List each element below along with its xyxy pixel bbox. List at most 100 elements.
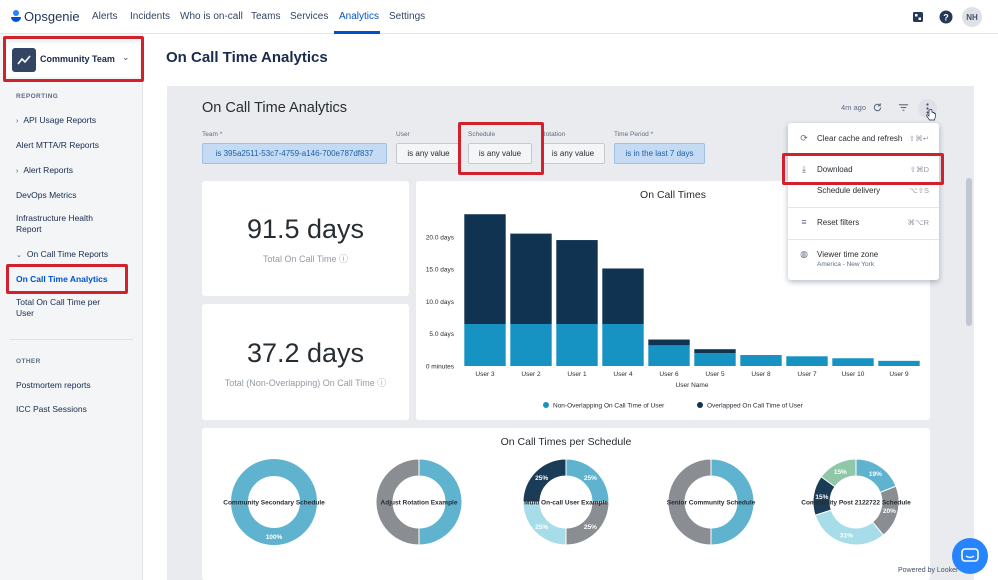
chevron-right-icon: ›	[16, 118, 19, 125]
opsgenie-logo[interactable]: Opsgenie	[11, 9, 80, 24]
nav-analytics[interactable]: Analytics	[339, 11, 380, 22]
help-icon[interactable]: ?	[938, 9, 954, 25]
filter-time-period[interactable]: is in the last 7 days	[614, 143, 705, 164]
filter-rotation[interactable]: is any value	[541, 143, 605, 164]
bar-segment[interactable]	[464, 214, 506, 325]
donut-chart-title: On Call Times per Schedule	[500, 436, 632, 448]
x-axis-label: User Name	[676, 382, 709, 389]
donut-name: Community Secondary Schedule	[223, 500, 325, 507]
team-switcher[interactable]: Community Team ⌄	[6, 43, 140, 77]
sidebar-item-alert-reports[interactable]: › Alert Reports	[16, 165, 73, 175]
bar-segment[interactable]	[602, 324, 644, 366]
sidebar-item-on-call-time-analytics[interactable]: On Call Time Analytics	[16, 274, 108, 284]
bar-segment[interactable]	[510, 233, 552, 325]
bar-segment[interactable]	[648, 345, 690, 366]
menu-separator	[788, 207, 939, 208]
donut-slice[interactable]	[522, 458, 567, 503]
bar-segment[interactable]	[556, 240, 598, 325]
info-icon[interactable]: ⓘ	[339, 254, 349, 264]
globe-icon: ◍	[800, 249, 808, 259]
donut-slice[interactable]	[375, 458, 420, 546]
non-overlap-value: 37.2 days	[246, 338, 365, 368]
legend-label: Overlapped On Call Time of User	[707, 403, 804, 410]
donut-name: Multi On-call User Example	[524, 500, 608, 507]
nav-alerts[interactable]: Alerts	[92, 11, 118, 22]
filter-schedule[interactable]: is any value	[468, 143, 532, 164]
schedules-chart-card: On Call Times per Schedule 100% Community…	[202, 428, 930, 580]
donut-name: Adjust Rotation Example	[381, 500, 458, 507]
page-title: On Call Time Analytics	[166, 49, 328, 66]
menu-separator	[788, 155, 939, 156]
team-name: Community Team	[40, 54, 115, 64]
sidebar-item-infrastructure-health[interactable]: Infrastructure Health Report	[16, 213, 94, 234]
slice-label: 25%	[584, 475, 597, 482]
scrollbar[interactable]	[966, 178, 972, 326]
sidebar-item-postmortem[interactable]: Postmortem reports	[16, 380, 91, 390]
x-tick-label: User 2	[521, 371, 541, 378]
nav-settings[interactable]: Settings	[389, 11, 426, 22]
donut-slice[interactable]	[820, 458, 857, 488]
menu-separator	[788, 239, 939, 240]
donut-slice[interactable]	[710, 458, 755, 546]
slice-label: 31%	[840, 533, 853, 540]
other-section-title: OTHER	[16, 358, 41, 365]
bar-segment[interactable]	[878, 360, 920, 366]
menu-download[interactable]: ⤓ Download ⇧⌘D	[788, 159, 939, 181]
x-tick-label: User 8	[751, 371, 771, 378]
nav-incidents[interactable]: Incidents	[130, 11, 171, 22]
bar-segment[interactable]	[648, 339, 690, 346]
total-on-call-card: 91.5 days Total On Call Time ⓘ	[202, 181, 409, 296]
apps-icon[interactable]	[910, 9, 926, 25]
bar-segment[interactable]	[556, 324, 598, 366]
total-on-call-label: Total On Call Time ⓘ	[262, 254, 349, 264]
y-tick-label: 5.0 days	[429, 331, 454, 338]
filter-team[interactable]: is 395a2511-53c7-4759-a146-700e787df837	[202, 143, 387, 164]
chat-button[interactable]	[952, 538, 988, 574]
bar-segment[interactable]	[786, 356, 828, 366]
logo-text: Opsgenie	[24, 9, 80, 24]
menu-clear-cache[interactable]: ⟳ Clear cache and refresh ⇧⌘↵	[788, 128, 939, 150]
bar-segment[interactable]	[832, 358, 874, 366]
menu-schedule-delivery[interactable]: Schedule delivery ⌥⇧S	[817, 186, 929, 195]
bar-segment[interactable]	[740, 355, 782, 366]
filter-label-team: Team *	[202, 131, 223, 138]
slice-label: 25%	[584, 524, 597, 531]
slice-label: 100%	[266, 534, 283, 541]
refresh-icon[interactable]	[872, 102, 883, 113]
sidebar-item-api-usage[interactable]: › API Usage Reports	[16, 115, 97, 125]
bar-segment[interactable]	[464, 324, 506, 366]
donut-slice[interactable]	[418, 458, 463, 546]
sidebar-item-devops-metrics[interactable]: DevOps Metrics	[16, 190, 77, 200]
info-icon[interactable]: ⓘ	[377, 378, 387, 388]
donut-slice[interactable]	[667, 458, 712, 546]
menu-reset-filters[interactable]: ≡ Reset filters ⌘⌥R	[788, 212, 939, 234]
bar-segment[interactable]	[694, 353, 736, 366]
filter-icon[interactable]	[898, 102, 909, 113]
user-avatar[interactable]: NH	[962, 7, 982, 27]
total-on-call-value: 91.5 days	[246, 214, 365, 244]
bar-chart: 0 minutes 5.0 days 10.0 days 15.0 days 20.0 …	[426, 214, 920, 410]
bar-segment[interactable]	[510, 324, 552, 366]
nav-teams[interactable]: Teams	[251, 11, 281, 22]
sidebar-item-icc-past-sessions[interactable]: ICC Past Sessions	[16, 404, 87, 414]
non-overlap-card: 37.2 days Total (Non-Overlapping) On Cal…	[202, 304, 409, 420]
sidebar-item-alert-mtta[interactable]: Alert MTTA/R Reports	[16, 140, 99, 150]
non-overlap-label: Total (Non-Overlapping) On Call Time ⓘ	[224, 378, 387, 388]
filter-user[interactable]: is any value	[396, 143, 461, 164]
nav-services[interactable]: Services	[290, 11, 329, 22]
donut-slice[interactable]	[814, 509, 885, 546]
filter-icon: ≡	[801, 217, 807, 227]
donut-slice[interactable]	[231, 459, 317, 545]
slice-label: 25%	[535, 475, 548, 482]
bar-segment[interactable]	[602, 268, 644, 325]
sidebar-item-on-call-time-reports[interactable]: ⌄ On Call Time Reports	[16, 249, 109, 259]
sidebar-item-total-on-call-time[interactable]: Total On Call Time per User	[16, 297, 101, 318]
bar-segment[interactable]	[694, 349, 736, 354]
sidebar-divider	[10, 339, 133, 340]
x-tick-label: User 9	[889, 371, 909, 378]
x-tick-label: User 3	[475, 371, 495, 378]
menu-viewer-time-zone[interactable]: ◍ Viewer time zone America - New York	[788, 244, 939, 274]
powered-by-looker: Powered by Looker	[898, 567, 959, 574]
filter-label-time-period: Time Period *	[614, 131, 654, 138]
nav-who-is-on-call[interactable]: Who is on-call	[180, 11, 243, 22]
